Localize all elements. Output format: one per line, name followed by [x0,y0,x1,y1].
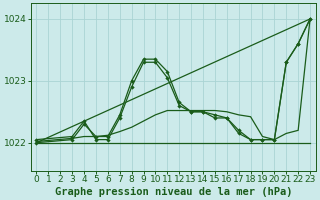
X-axis label: Graphe pression niveau de la mer (hPa): Graphe pression niveau de la mer (hPa) [54,186,292,197]
